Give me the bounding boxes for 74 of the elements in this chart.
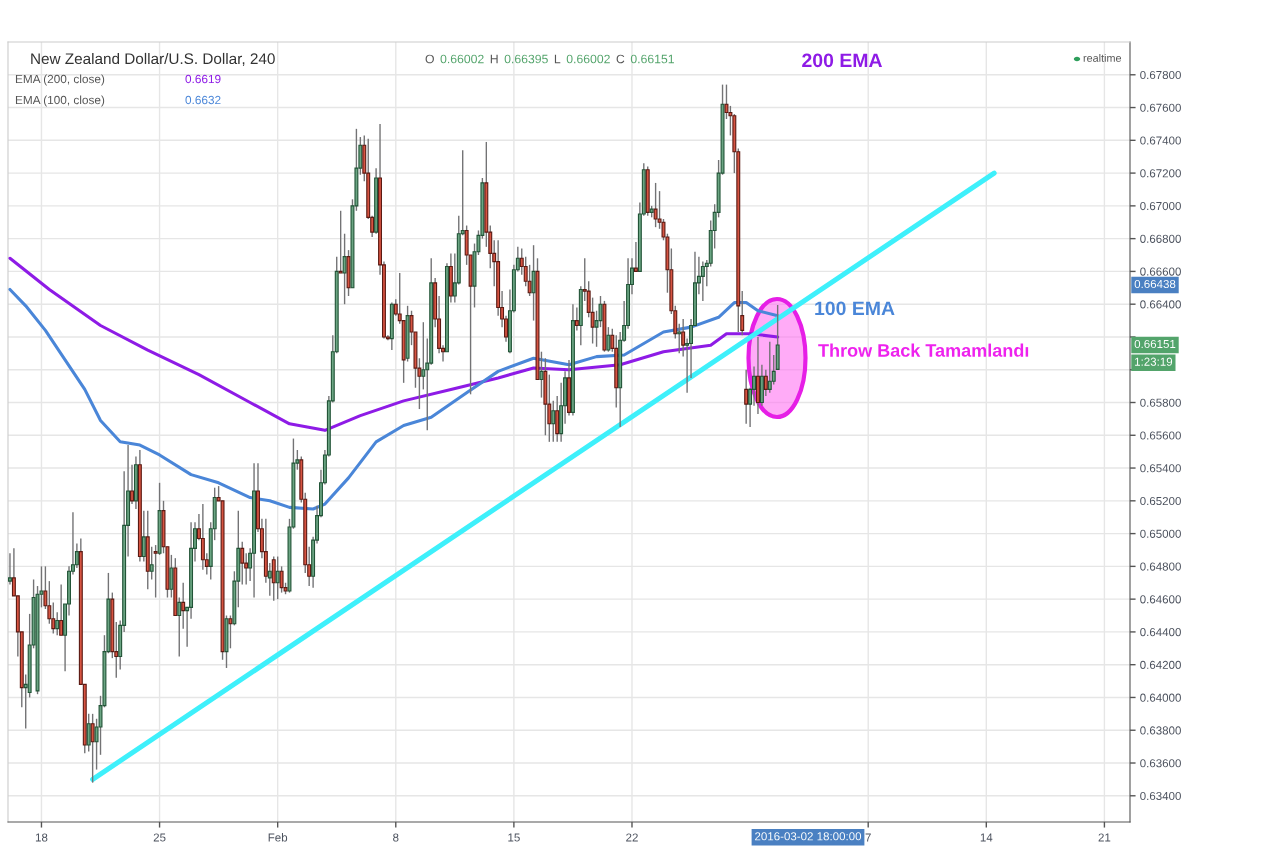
y-tick-label: 0.63400: [1140, 791, 1181, 801]
candlestick: [633, 241, 638, 273]
y-tick-label: 0.65200: [1140, 496, 1181, 506]
y-tick-label: 0.64800: [1140, 562, 1181, 571]
line-series: [8, 256, 780, 432]
text: New Zealand Dollar/U.S. Dollar, 240: [31, 52, 275, 66]
candlestick: [169, 554, 174, 599]
x-tick-label: 14: [980, 833, 993, 842]
y-tick-label: 0.64000: [1140, 693, 1181, 702]
y-tick-label: 0.65800: [1140, 398, 1181, 407]
y-tick-label: 0.66400: [1140, 300, 1181, 309]
candlestick: [141, 509, 146, 563]
candlestick: [771, 354, 776, 386]
y-tick-label: 0.64400: [1140, 628, 1181, 637]
candlestick: [228, 614, 233, 649]
candlestick: [275, 555, 280, 600]
y-tick-label: 0.65400: [1140, 464, 1181, 473]
candlestick: [606, 326, 611, 353]
text: 0.66438: [1134, 279, 1176, 289]
text: 2016-03-02 18:00:00: [755, 832, 862, 841]
y-tick-label: 0.63800: [1140, 726, 1181, 735]
y-tick-label: 0.67600: [1140, 103, 1181, 112]
y-tick-label: 0.67400: [1140, 136, 1181, 145]
candlestick: [700, 260, 705, 302]
candlestick: [677, 323, 682, 355]
candlestick: [181, 582, 186, 630]
candlestick: [653, 182, 658, 228]
annotation: realtime: [1083, 53, 1122, 62]
text: O 0.66002 H 0.66395 L 0.66002 C 0.66151: [425, 54, 674, 64]
candlestick: [55, 611, 60, 636]
y-tick-label: 0.63600: [1140, 759, 1181, 768]
x-tick-label: 8: [393, 833, 399, 842]
candlestick: [200, 503, 205, 571]
candlestick: [130, 464, 134, 505]
x-tick-label: Feb: [268, 833, 288, 842]
line-series: [8, 287, 780, 511]
candlestick: [90, 713, 95, 784]
candlestick: [527, 264, 532, 297]
candlestick: [271, 555, 276, 602]
candlestick: [338, 210, 343, 274]
text: EMA (200, close) 0.6619: [15, 74, 221, 86]
candlestick: [153, 544, 158, 599]
y-tick-label: 0.67200: [1140, 169, 1181, 178]
annotation: 100 EMA: [815, 301, 895, 316]
candlestick: [279, 565, 284, 594]
x-tick-label: 21: [1098, 833, 1111, 842]
y-tick-label: 0.67800: [1140, 70, 1181, 80]
x-tick-label: 25: [153, 833, 166, 842]
y-tick-label: 0.66800: [1140, 234, 1181, 243]
candlestick: [551, 400, 556, 443]
annotation: 200 EMA: [802, 53, 883, 68]
y-tick-label: 0.67000: [1140, 201, 1181, 211]
text: EMA (100, close) 0.6632: [15, 95, 221, 107]
candlestick: [744, 369, 749, 425]
text: 0.66151: [1134, 339, 1176, 349]
y-tick-label: 0.65000: [1140, 529, 1181, 538]
x-tick-label: 22: [626, 833, 638, 842]
text: 1:23:19: [1135, 357, 1173, 366]
candlestick: [574, 306, 579, 332]
candlestick: [8, 552, 12, 586]
y-tick-label: 0.66600: [1140, 267, 1181, 276]
y-tick-label: 0.65600: [1140, 431, 1181, 440]
annotation: Throw Back Tamamlandı: [818, 343, 1029, 357]
x-tick-label: 7: [865, 833, 871, 842]
candlestick: [421, 321, 426, 391]
y-tick-label: 0.64200: [1140, 660, 1181, 669]
candlestick: [240, 541, 245, 586]
candlestick: [59, 583, 64, 636]
x-tick-label: 18: [35, 833, 48, 842]
candlestick: [767, 341, 772, 394]
y-tick-label: 0.64600: [1140, 595, 1181, 604]
candlestick: [539, 351, 544, 399]
candlestick: [555, 395, 560, 443]
x-tick-label: 15: [508, 833, 520, 842]
